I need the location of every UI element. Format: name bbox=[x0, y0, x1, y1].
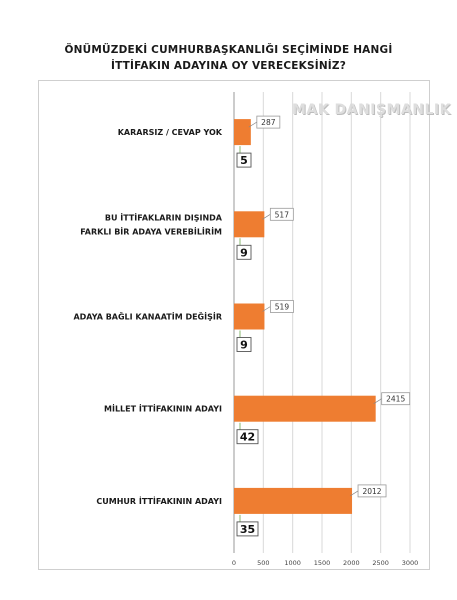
x-tick-label: 2000 bbox=[343, 559, 360, 567]
bar-4 bbox=[234, 487, 353, 514]
percent-label: 9 bbox=[240, 339, 248, 352]
x-tick-label: 1000 bbox=[284, 559, 301, 567]
value-label: 517 bbox=[275, 210, 290, 219]
value-label-box bbox=[357, 484, 387, 498]
x-tick-label: 3000 bbox=[402, 559, 419, 567]
value-leader-line bbox=[349, 490, 359, 497]
bar-0 bbox=[234, 119, 251, 146]
value-leader-line bbox=[248, 121, 258, 128]
x-tick-label: 2500 bbox=[372, 559, 389, 567]
percent-label: 5 bbox=[240, 154, 248, 167]
category-label: BU İTTİFAKLARIN DIŞINDA bbox=[105, 212, 223, 222]
x-tick-label: 1500 bbox=[314, 559, 331, 567]
value-label-box bbox=[256, 115, 281, 129]
percent-label-box bbox=[236, 152, 252, 168]
category-label: MİLLET İTTİFAKININ ADAYI bbox=[104, 404, 222, 414]
bar-2 bbox=[234, 303, 265, 330]
percent-label: 9 bbox=[240, 246, 248, 259]
bar-3 bbox=[234, 395, 376, 422]
value-leader-line bbox=[262, 214, 271, 220]
percent-label-box bbox=[236, 244, 252, 260]
x-tick-label: 0 bbox=[232, 559, 236, 567]
percent-label-box bbox=[236, 429, 259, 445]
category-label: CUMHUR İTTİFAKININ ADAYI bbox=[96, 496, 222, 506]
value-label: 287 bbox=[261, 118, 276, 127]
chart-title-line-2: İTTİFAKIN ADAYINA OY VERECEKSİNİZ? bbox=[110, 60, 347, 72]
percent-label: 42 bbox=[240, 431, 255, 444]
value-label: 2012 bbox=[362, 487, 381, 496]
percent-label-box bbox=[236, 337, 252, 352]
category-label: KARARSIZ / CEVAP YOK bbox=[118, 128, 223, 137]
category-label: ADAYA BAĞLI KANAATİM DEĞİŞİR bbox=[73, 311, 222, 322]
percent-label: 35 bbox=[240, 523, 255, 536]
chart-frame bbox=[38, 80, 430, 570]
percent-label-box bbox=[236, 521, 259, 537]
watermark: MAK DANIŞMANLIK bbox=[292, 102, 451, 118]
value-label-box bbox=[381, 392, 411, 406]
chart-title-line-1: ÖNÜMÜZDEKİ CUMHURBAŞKANLIĞI SEÇİMİNDE HA… bbox=[64, 44, 393, 56]
value-label-box bbox=[269, 207, 294, 221]
value-leader-line bbox=[262, 306, 271, 312]
value-leader-line bbox=[373, 398, 382, 404]
value-label: 519 bbox=[275, 303, 290, 312]
x-tick-label: 500 bbox=[257, 559, 269, 567]
bar-1 bbox=[234, 211, 265, 238]
value-label: 2415 bbox=[386, 395, 405, 404]
category-label: FARKLI BİR ADAYA VEREBİLİRİM bbox=[80, 226, 222, 236]
value-label-box bbox=[270, 300, 294, 313]
